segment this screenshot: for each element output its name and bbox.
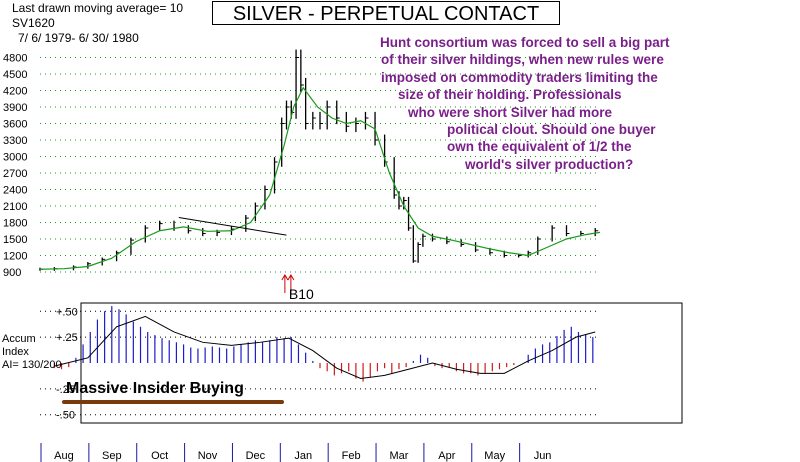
accum-panel-frame [80,302,683,424]
trendline [178,217,287,236]
price-moving-average [39,86,601,270]
annotation-line: own the equivalent of 1/2 the [447,139,632,155]
accum-moving-average [54,315,596,380]
accum-label: Accum [2,333,36,345]
month-label: Aug [54,450,74,462]
month-label: Jan [294,450,312,462]
annotation-line: world's silver production? [465,156,634,172]
month-label: Nov [198,450,218,462]
price-tick-label: 2100 [3,201,27,213]
price-tick-label: 3000 [3,152,27,164]
annotation-line: imposed on commodity traders limiting th… [381,69,658,85]
price-tick-label: 3300 [3,135,27,147]
annotation-line: who were short Silver had more [408,104,613,120]
price-tick-label: 2700 [3,168,27,180]
accum-ai-value: AI= 130/200 [2,359,62,371]
annotation-line: Hunt consortium was forced to sell a big… [380,35,670,50]
signal-arrowhead [281,274,289,281]
signal-label: B10 [289,286,314,302]
buy-signal: B10 [281,274,314,302]
moving-average-label: Last drawn moving average= 10 [12,1,184,15]
date-range-label: 7/ 6/ 1979- 6/ 30/ 1980 [18,31,139,45]
annotation-text: Hunt consortium was forced to sell a big… [358,34,738,173]
insider-buying-label: Massive Insider Buying [66,380,244,397]
accum-tick-label: +.25 [56,332,78,344]
chart-title: SILVER - PERPETUAL CONTACT [212,1,560,25]
price-tick-label: 4200 [3,86,27,98]
signal-arrowhead [287,274,295,281]
month-label: Mar [389,450,408,462]
month-label: Jun [534,450,552,462]
price-axis: 900 1200 1500 1800 2100 2400 2700 3000 3300 3600 3… [3,53,27,280]
symbol-label: SV1620 [12,16,55,30]
price-tick-label: 900 [3,267,21,279]
price-tick-label: 4800 [3,53,27,65]
month-label: Apr [438,450,455,462]
price-tick-label: 3600 [3,119,27,131]
price-tick-label: 1800 [3,218,27,230]
annotation-line: political clout. Should one buyer [447,122,656,138]
accum-tick-label: +.50 [56,306,78,318]
price-bars [39,49,599,271]
annotation-line: of their silver hildings, when new rules… [381,52,664,68]
insider-underline [62,400,284,404]
price-tick-label: 1200 [3,251,27,263]
month-label: Sep [102,450,122,462]
accum-axis: +.50 +.25 -.25 -.50 [56,306,78,421]
month-label: Oct [151,450,168,462]
month-label: Dec [246,450,266,462]
price-tick-label: 2400 [3,185,27,197]
accum-tick-label: -.25 [56,384,75,396]
price-tick-label: 4500 [3,69,27,81]
price-tick-label: 1500 [3,234,27,246]
accum-bars [53,306,594,382]
month-axis: Aug Sep Oct Nov Dec Jan Feb Mar Apr May Jun [40,443,552,462]
month-label: May [484,450,505,462]
accum-gridlines [40,310,600,416]
accum-tick-label: -.50 [56,410,75,422]
price-tick-label: 3900 [3,102,27,114]
month-label: Feb [342,450,361,462]
annotation-line: size of their holding. Professionals [398,87,622,103]
accum-index-label: Index [2,346,29,358]
